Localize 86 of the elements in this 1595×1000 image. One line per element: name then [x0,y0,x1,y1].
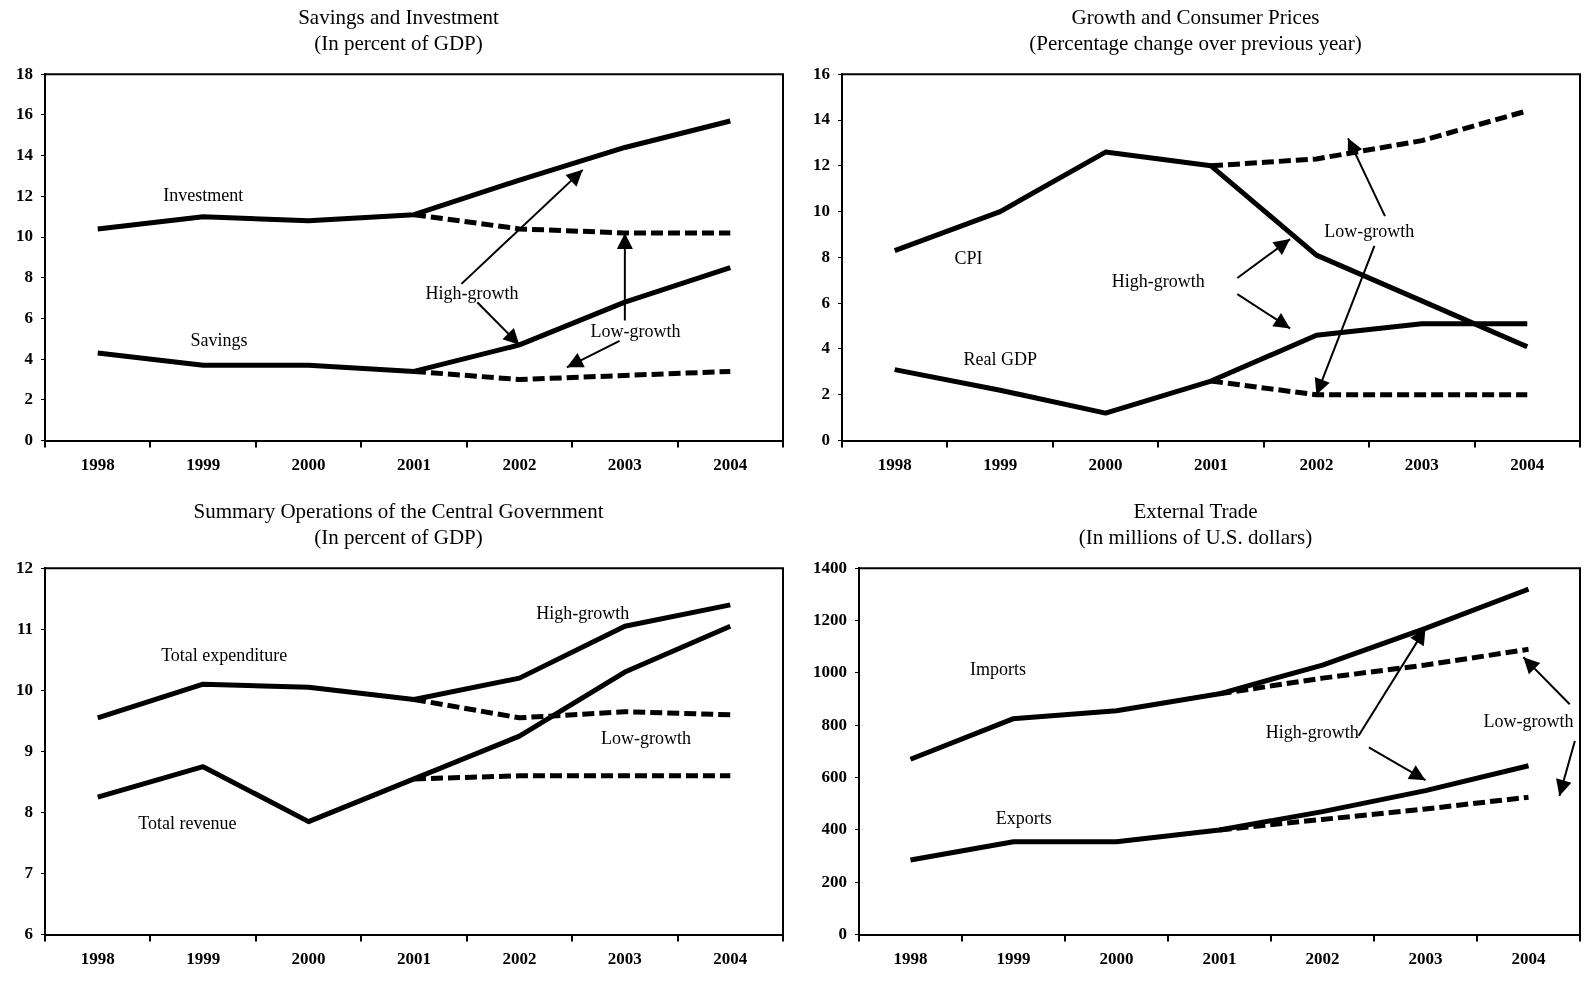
chart-title: Summary Operations of the Central Government [192,498,605,524]
series-label: Total revenue [138,813,237,834]
x-tick-label: 2001 [1194,455,1228,475]
x-tick-label: 2002 [1305,949,1340,969]
y-tick-label: 1000 [813,662,847,682]
x-tick-label: 2003 [1404,455,1439,475]
y-tick-label: 6 [821,292,830,312]
series-label: Investment [163,185,244,206]
x-tick-label: 2003 [607,949,642,969]
y-tick-label: 12 [16,185,33,205]
x-tick-label: 2002 [1299,455,1334,475]
chart-subtitle: (In percent of GDP) [313,524,484,550]
y-tick-label: 0 [821,429,830,449]
annotation: High-growth [536,602,630,623]
y-tick-label: 4 [821,338,831,358]
annotation: High-growth [425,282,519,303]
x-tick-label: 1998 [893,949,928,969]
y-tick-label: 18 [16,63,33,83]
annotation: High-growth [1111,271,1205,292]
y-tick-label: 9 [24,740,33,760]
annotation: Low-growth [590,321,681,342]
y-tick-label: 8 [24,801,33,821]
x-tick-label: 1998 [877,455,912,475]
y-tick-label: 1400 [813,557,847,577]
y-tick-label: 8 [24,267,33,287]
y-tick-label: 600 [821,766,847,786]
annotation: Low-growth [600,727,691,748]
y-tick-label: 400 [821,819,847,839]
chart-subtitle: (In percent of GDP) [313,30,484,56]
x-tick-label: 2004 [713,455,748,475]
x-tick-label: 2001 [1202,949,1237,969]
y-tick-label: 6 [24,923,33,943]
x-tick-label: 2000 [1088,455,1123,475]
chart-title: Growth and Consumer Prices [1070,4,1321,30]
x-tick-label: 2001 [397,455,431,475]
y-tick-label: 7 [24,862,34,882]
x-tick-label: 2002 [502,949,537,969]
series-label: Total expenditure [161,645,288,666]
x-tick-label: 2004 [1511,949,1546,969]
y-tick-label: 10 [16,226,33,246]
x-tick-label: 1999 [186,455,221,475]
x-tick-label: 2004 [1510,455,1545,475]
x-tick-label: 2001 [397,949,431,969]
y-tick-label: 2 [24,389,33,409]
x-tick-label: 2000 [291,455,326,475]
y-tick-label: 8 [821,246,830,266]
y-tick-label: 0 [24,429,33,449]
y-tick-label: 14 [813,109,831,129]
x-tick-label: 1999 [983,455,1018,475]
y-tick-label: 14 [16,145,34,165]
x-tick-label: 2004 [713,949,748,969]
x-tick-label: 2003 [607,455,642,475]
y-tick-label: 12 [16,557,33,577]
y-tick-label: 12 [813,155,830,175]
y-tick-label: 1200 [813,609,847,629]
text: Imports [970,659,1027,679]
series-label: Real GDP [963,349,1037,370]
chart-subtitle: (Percentage change over previous year) [1028,30,1363,56]
chart-title: External Trade [1132,498,1259,524]
x-tick-label: 2000 [291,949,326,969]
y-tick-label: 200 [821,871,847,891]
y-tick-label: 800 [821,714,847,734]
x-tick-label: 1998 [80,949,115,969]
y-tick-label: 11 [16,618,33,638]
annotation: Low-growth [1483,711,1574,732]
y-tick-label: 0 [838,923,847,943]
y-tick-label: 10 [16,679,33,699]
chart-subtitle: (In millions of U.S. dollars) [1077,524,1314,550]
y-tick-label: 16 [813,63,830,83]
annotation: High-growth [1265,721,1359,742]
series-label: CPI [954,248,983,269]
x-tick-label: 1999 [186,949,221,969]
series-label: Exports [995,808,1052,829]
y-tick-label: 2 [821,384,830,404]
series-label: Savings [190,329,248,350]
y-tick-label: 10 [813,200,830,220]
y-tick-label: 4 [24,348,34,368]
x-tick-label: 1999 [996,949,1031,969]
x-tick-label: 2000 [1099,949,1134,969]
x-tick-label: 2002 [502,455,537,475]
x-tick-label: 2003 [1408,949,1443,969]
x-tick-label: 1998 [80,455,115,475]
y-tick-label: 6 [24,307,33,327]
y-tick-label: 16 [16,104,33,124]
annotation: Low-growth [1324,220,1415,241]
chart-title: Savings and Investment [297,4,500,30]
